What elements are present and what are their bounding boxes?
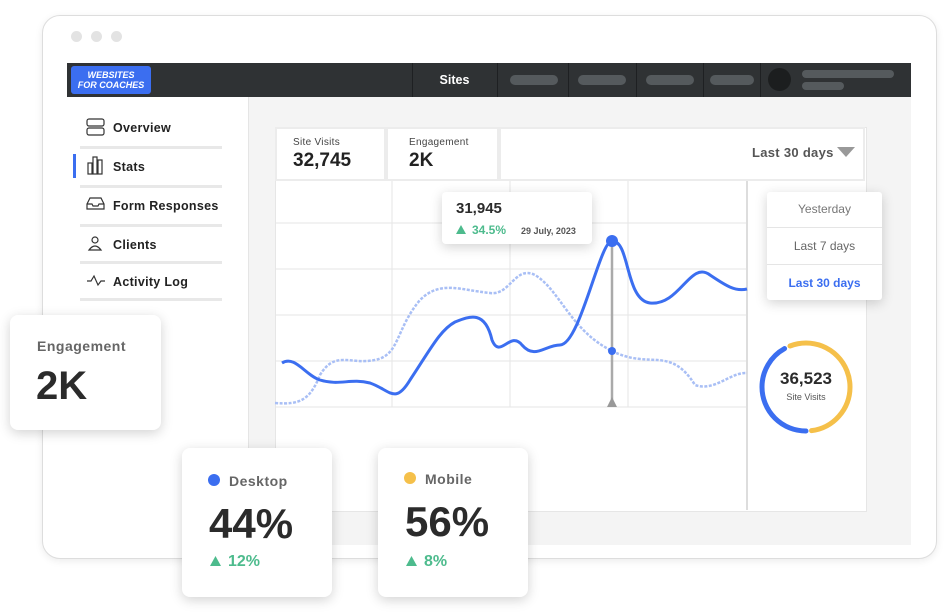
donut [759, 340, 853, 434]
range-menu [767, 192, 882, 300]
range-select[interactable]: Last 30 days [752, 145, 834, 160]
nav-item[interactable]: Clients [113, 238, 157, 252]
logo[interactable]: WEBSITES FOR COACHES [71, 66, 151, 94]
separator [497, 63, 498, 97]
donut-segment [759, 340, 853, 434]
range-select-box [499, 127, 865, 181]
logo-text: WEBSITES [87, 70, 135, 80]
range-option[interactable]: Last 30 days [788, 276, 861, 290]
engagement-card [10, 315, 161, 430]
divider [80, 146, 222, 149]
stats-panel [275, 127, 867, 512]
divider [80, 261, 222, 264]
card-value: 44% [209, 500, 294, 547]
visits-line [281, 239, 748, 396]
divider [80, 298, 222, 301]
donut-label: Site Visits [786, 392, 826, 402]
hover-point[interactable] [606, 235, 618, 247]
tooltip-change: 34.5% [472, 223, 507, 237]
divider [767, 227, 882, 228]
legend-dot [404, 472, 416, 484]
nav-item[interactable]: Overview [113, 121, 171, 135]
stat-value: 2K [409, 150, 434, 171]
range-option[interactable]: Last 7 days [793, 239, 856, 253]
separator [760, 63, 761, 97]
stat-label: Engagement [409, 137, 469, 148]
card-label: Desktop [229, 473, 288, 489]
separator [703, 63, 704, 97]
card-label: Engagement [37, 338, 127, 354]
card-label: Mobile [425, 471, 473, 487]
stat-box [275, 127, 386, 181]
card-value: 56% [405, 498, 490, 545]
card-value: 2K [36, 364, 88, 408]
window-dot [111, 31, 122, 42]
up-icon [406, 556, 417, 566]
tooltip [442, 192, 592, 244]
donut-value: 36,523 [780, 369, 832, 388]
divider [80, 224, 222, 227]
up-icon [456, 225, 466, 234]
nav-item[interactable]: Stats [113, 160, 146, 174]
placeholder [578, 75, 626, 85]
donut-segment [759, 340, 853, 434]
logo-text: FOR COACHES [77, 80, 145, 90]
window-dot [71, 31, 82, 42]
nav-item[interactable]: Activity Log [113, 275, 189, 289]
nav-item[interactable]: Form Responses [113, 199, 219, 213]
hover-point[interactable] [608, 347, 616, 355]
separator [412, 63, 413, 97]
divider [80, 185, 222, 188]
separator [568, 63, 569, 97]
legend-dot [208, 474, 220, 486]
tooltip-value: 31,945 [456, 200, 502, 217]
nav-sites[interactable]: Sites [439, 73, 470, 87]
separator [636, 63, 637, 97]
device-card [378, 448, 528, 597]
window-dot [91, 31, 102, 42]
card-change: 8% [424, 553, 448, 570]
hover-marker [607, 397, 617, 407]
placeholder [802, 82, 844, 90]
tooltip-date: 29 July, 2023 [521, 226, 576, 236]
avatar[interactable] [768, 68, 791, 91]
up-icon [210, 556, 221, 566]
card-change: 12% [228, 553, 261, 570]
divider [767, 264, 882, 265]
stat-value: 32,745 [293, 150, 352, 171]
stat-label: Site Visits [293, 137, 341, 148]
device-card [182, 448, 332, 597]
placeholder [710, 75, 754, 85]
dropdown-caret [837, 147, 855, 157]
range-option[interactable]: Yesterday [798, 202, 851, 216]
placeholder [510, 75, 558, 85]
stat-box [386, 127, 499, 181]
placeholder [802, 70, 894, 78]
comparison-line [274, 271, 748, 405]
placeholder [646, 75, 694, 85]
